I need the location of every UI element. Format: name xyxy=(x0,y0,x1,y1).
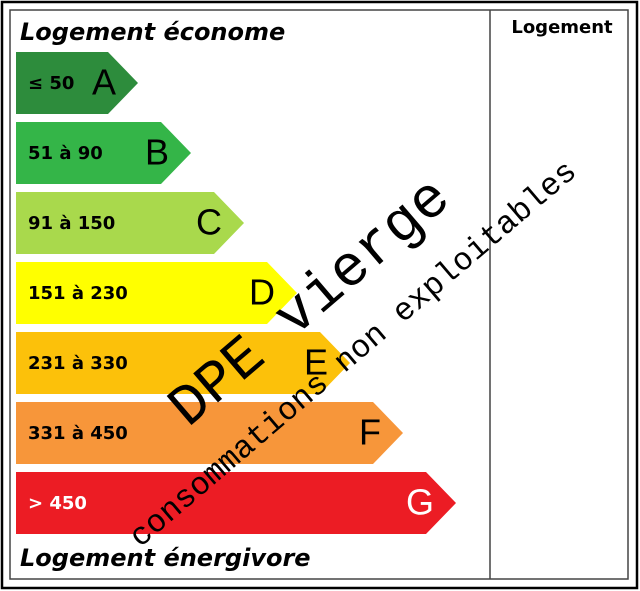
class-range: 331 à 450 xyxy=(28,423,128,444)
class-range: 91 à 150 xyxy=(28,213,115,234)
class-bar xyxy=(16,52,138,114)
class-bar xyxy=(16,332,350,394)
class-bar xyxy=(16,262,297,324)
class-bar xyxy=(16,402,403,464)
class-letter: A xyxy=(92,62,116,103)
class-range: 231 à 330 xyxy=(28,353,128,374)
class-letter: G xyxy=(406,482,434,523)
class-letter: D xyxy=(249,272,275,313)
inner-frame xyxy=(9,9,629,580)
class-letter: C xyxy=(196,202,222,243)
class-bars: ≤ 50 A 51 à 90 B 91 à 150 C 151 à 230 D 231 à 33… xyxy=(16,52,456,534)
class-range: > 450 xyxy=(28,493,87,514)
class-range: 151 à 230 xyxy=(28,283,128,304)
top-label: Logement économe xyxy=(20,18,285,46)
class-bar xyxy=(16,472,456,534)
class-letter: F xyxy=(359,412,381,453)
bottom-label: Logement énergivore xyxy=(20,544,311,572)
class-letter: E xyxy=(304,342,328,383)
class-range: ≤ 50 xyxy=(28,73,74,94)
class-bar xyxy=(16,192,244,254)
column-header: Logement xyxy=(511,17,613,38)
class-bar xyxy=(16,122,191,184)
class-range: 51 à 90 xyxy=(28,143,103,164)
class-letter: B xyxy=(145,132,169,173)
